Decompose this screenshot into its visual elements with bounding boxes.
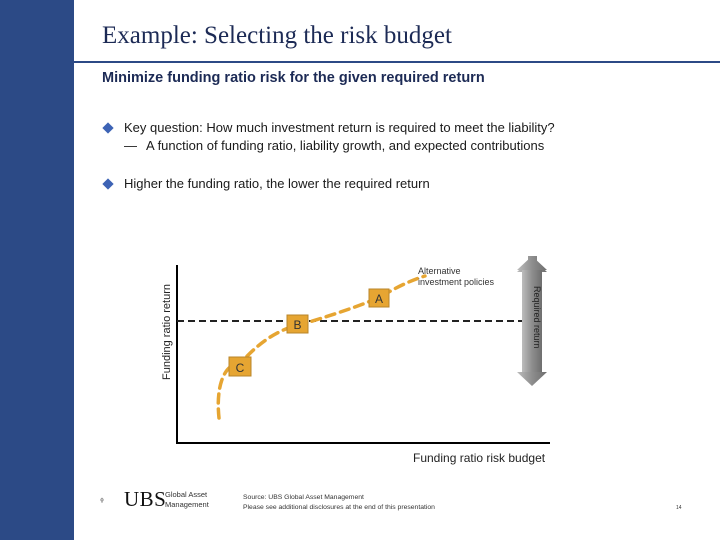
efficient-frontier-curve — [216, 274, 427, 420]
point-a-marker — [368, 288, 390, 308]
title-rule — [74, 61, 720, 63]
point-c-label: C — [236, 361, 245, 375]
brand-subtitle: Global Asset Management — [165, 490, 209, 509]
sub-bullet-text: A function of funding ratio, liability g… — [146, 138, 545, 153]
sidebar-band — [0, 0, 74, 540]
sub-bullet-function: — A function of funding ratio, liability … — [124, 138, 544, 153]
y-axis-label: Funding ratio return — [161, 284, 173, 380]
page-title: Example: Selecting the risk budget — [102, 22, 452, 49]
x-axis-label: Funding ratio risk budget — [413, 451, 546, 465]
point-c-marker — [228, 356, 252, 377]
arrow-bottom — [517, 372, 547, 386]
brand-subtitle-line-1: Global Asset — [165, 490, 208, 499]
source-line-1: Source: UBS Global Asset Management — [243, 494, 364, 501]
title-bar — [74, 0, 720, 62]
point-a-label: A — [375, 292, 383, 306]
three-keys-icon — [100, 497, 104, 503]
curve-label-line-1: Alternative — [418, 266, 461, 276]
bullet-key-question: Key question: How much investment return… — [124, 120, 555, 135]
ubs-brand: UBS — [124, 487, 167, 511]
title-rule-left — [24, 61, 74, 63]
slide-subtitle: Minimize funding ratio risk for the give… — [102, 70, 485, 86]
page-number: 14 — [676, 505, 682, 511]
curve-label: Alternative investment policies — [418, 266, 495, 287]
dash-icon: — — [124, 138, 137, 153]
point-b-label: B — [293, 318, 301, 332]
curve-label-line-2: investment policies — [418, 277, 495, 287]
required-return-arrow — [522, 270, 542, 372]
brand-subtitle-line-2: Management — [165, 499, 209, 509]
arrow-top — [517, 256, 547, 270]
point-b-marker — [286, 314, 309, 334]
bullet-funding-ratio: Higher the funding ratio, the lower the … — [124, 176, 430, 191]
arrow-label: Required return — [532, 286, 542, 349]
source-note: Source: UBS Global Asset Management Plea… — [243, 493, 435, 512]
source-line-2: Please see additional disclosures at the… — [243, 503, 435, 511]
